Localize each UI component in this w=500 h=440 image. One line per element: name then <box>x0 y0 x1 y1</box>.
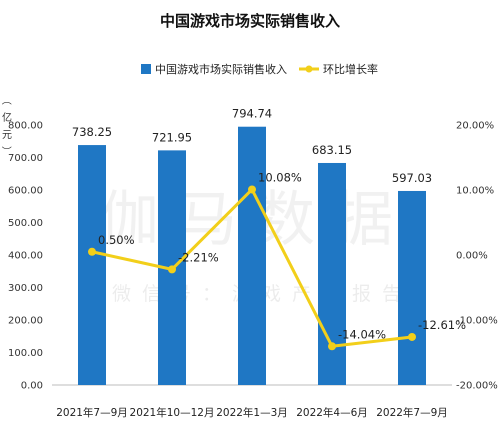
growth-line <box>88 185 416 351</box>
growth-point <box>328 342 336 351</box>
y-left-tick-label: 100.00 <box>8 348 43 359</box>
bar-value-label: 683.15 <box>312 143 352 157</box>
growth-value-label: 10.08% <box>258 170 302 184</box>
y-right-tick-label: 0.00% <box>456 251 488 262</box>
y-left-tick-label: 800.00 <box>8 121 43 132</box>
y-left-axis-label: （ 亿元 ） <box>0 95 12 156</box>
bar <box>238 126 266 385</box>
y-left-tick-label: 600.00 <box>8 186 43 197</box>
y-left-axis-label-char: 元 <box>2 130 12 141</box>
growth-value-label: -12.61% <box>418 318 466 332</box>
bar-value-label: 794.74 <box>232 107 272 121</box>
bar-value-label: 738.25 <box>72 125 112 139</box>
bar <box>318 162 346 385</box>
chart-title: 中国游戏市场实际销售收入 <box>160 12 340 30</box>
growth-value-label: -14.04% <box>338 327 386 341</box>
category-label: 2022年1—3月 <box>216 406 288 419</box>
category-labels: 2021年7—9月 2021年10—12月 2022年1—3月 2022年4—6月 20… <box>56 406 448 419</box>
bar <box>398 190 426 385</box>
bar-value-labels: 738.25 721.95 794.74 683.15 597.03 <box>72 107 432 185</box>
y-left-tick-label: 0.00 <box>21 381 43 392</box>
legend-line-label: 环比增长率 <box>323 62 378 76</box>
legend-line-marker <box>305 65 313 73</box>
y-left-axis-label-char: 亿 <box>2 111 12 124</box>
y-left-tick-label: 500.00 <box>8 218 43 229</box>
growth-value-label: -2.21% <box>178 250 219 264</box>
growth-value-label: 0.50% <box>98 233 135 247</box>
y-left-axis-label-char: ） <box>0 146 12 156</box>
category-label: 2021年10—12月 <box>130 406 215 419</box>
bar-value-label: 721.95 <box>152 130 192 144</box>
growth-point <box>248 185 256 194</box>
legend: 中国游戏市场实际销售收入 环比增长率 <box>141 62 378 76</box>
bars <box>78 126 426 385</box>
y-right-ticks: -20.00% -10.00% 0.00% 10.00% 20.00% <box>456 121 498 392</box>
growth-point <box>408 332 416 341</box>
category-label: 2022年4—6月 <box>296 406 368 419</box>
growth-point <box>168 265 176 274</box>
y-left-tick-label: 300.00 <box>8 283 43 294</box>
growth-value-labels: 0.50% -2.21% 10.08% -14.04% -12.61% <box>98 170 466 341</box>
bar <box>78 145 106 385</box>
category-label: 2021年7—9月 <box>56 406 128 419</box>
y-right-tick-label: 20.00% <box>456 121 494 132</box>
y-left-axis-label-char: （ <box>0 95 12 105</box>
y-left-tick-label: 400.00 <box>8 251 43 262</box>
growth-point <box>88 247 96 256</box>
y-left-tick-label: 200.00 <box>8 316 43 327</box>
y-left-ticks: 0.00 100.00 200.00 300.00 400.00 500.00 600.00… <box>8 121 43 392</box>
y-right-tick-label: -10.00% <box>456 316 498 327</box>
bar-value-label: 597.03 <box>392 171 432 185</box>
y-right-tick-label: 10.00% <box>456 186 494 197</box>
category-label: 2022年7—9月 <box>376 406 448 419</box>
y-left-tick-label: 700.00 <box>8 153 43 164</box>
legend-bar-label: 中国游戏市场实际销售收入 <box>155 62 287 76</box>
legend-bar-swatch <box>141 64 151 74</box>
y-right-tick-label: -20.00% <box>456 381 498 392</box>
